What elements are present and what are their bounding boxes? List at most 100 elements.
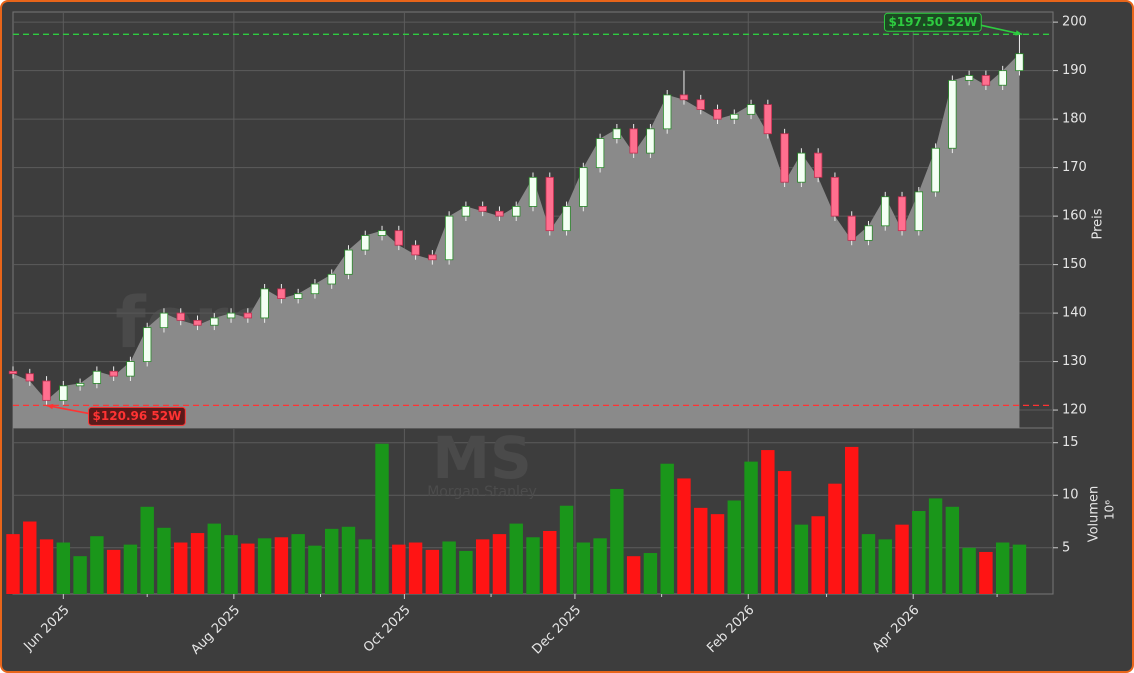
candle-body — [948, 79, 957, 149]
label-box — [883, 12, 982, 32]
volume-bar — [861, 534, 876, 594]
volume-bar — [90, 536, 104, 594]
volume-bar — [509, 523, 523, 594]
volume-bar — [341, 526, 356, 594]
volume-bar — [375, 443, 389, 594]
volume-bar — [358, 539, 372, 594]
x-tick-label: Oct 2025 — [361, 603, 414, 656]
candle-body — [931, 147, 940, 193]
y-tick-label: 5 — [1062, 540, 1070, 555]
scale-label: 10⁶ — [1103, 500, 1117, 520]
y-tick-label: 140 — [1062, 306, 1087, 321]
y-tick-label: 150 — [1062, 257, 1087, 272]
y-tick-label: 160 — [1062, 209, 1087, 224]
candle-body — [964, 75, 974, 81]
level-label: $197.50 52W — [888, 15, 977, 29]
volume-bar — [744, 461, 758, 594]
volume-bar — [274, 537, 289, 594]
volume-bar — [56, 542, 71, 594]
candle-body — [646, 128, 655, 154]
y-tick-label: 130 — [1062, 354, 1087, 369]
volume-bar — [241, 543, 255, 594]
candle-body — [411, 244, 420, 256]
candle-body — [193, 319, 202, 326]
candle-body — [143, 327, 152, 362]
volume-bar — [123, 544, 138, 594]
volume-bar — [928, 498, 943, 594]
candle-body — [461, 206, 471, 217]
x-tick-label: Aug 2025 — [188, 603, 243, 658]
volume-bar — [459, 550, 473, 594]
volume-bar — [475, 539, 490, 594]
candle-body — [92, 370, 102, 384]
candle-body — [629, 128, 638, 154]
y-tick-label: 180 — [1062, 112, 1087, 127]
candle-body — [780, 133, 789, 183]
candle-body — [226, 312, 236, 319]
candle-body — [327, 273, 336, 285]
volume-bar — [308, 545, 322, 594]
candle-body — [444, 215, 454, 261]
volume-bar — [1012, 544, 1027, 594]
y-tick-label: 10 — [1062, 488, 1079, 503]
volume-bar — [425, 549, 440, 594]
volume-bar — [224, 535, 238, 594]
candle-body — [679, 94, 689, 101]
y-axis-label: Volumen — [1087, 486, 1102, 543]
candle-body — [847, 215, 856, 241]
y-tick-label: 170 — [1062, 160, 1087, 175]
volume-bar — [207, 523, 221, 594]
volume-bar — [106, 549, 121, 594]
candle-body — [159, 312, 169, 329]
volume-bar — [694, 507, 708, 594]
x-tick-label: Apr 2026 — [870, 603, 923, 656]
y-tick-label: 200 — [1062, 15, 1087, 30]
volume-bar — [811, 516, 825, 594]
volume-bar — [995, 542, 1010, 594]
volume-bar — [626, 556, 641, 594]
candle-body — [763, 104, 773, 135]
candle-body — [8, 370, 18, 375]
volume-bar — [576, 542, 591, 594]
candle-body — [310, 283, 320, 295]
arrow-head — [46, 403, 54, 410]
candle-body — [730, 113, 739, 120]
volume-bar — [291, 534, 305, 594]
volume-bar — [408, 542, 423, 594]
candle-body — [394, 230, 403, 246]
level-label: $120.96 52W — [93, 409, 182, 423]
volume-bar — [979, 551, 993, 594]
volume-bar — [492, 534, 507, 594]
label-arrow — [46, 404, 89, 415]
x-tick-label: Jun 2025 — [21, 603, 73, 655]
candle-body — [813, 152, 823, 178]
volume-bar — [190, 533, 205, 594]
volume-bar — [140, 506, 154, 594]
candle-body — [478, 206, 487, 212]
candle-body — [830, 176, 840, 217]
watermark-name: Morgan Stanley — [427, 484, 537, 500]
candle-body — [998, 70, 1007, 86]
volume-bar — [257, 538, 272, 594]
candle-body — [210, 317, 219, 326]
candle-body — [897, 196, 907, 232]
candle-body — [293, 293, 303, 299]
volume-bar — [174, 542, 188, 594]
watermark-symbol: MS — [432, 424, 532, 492]
candle-body — [176, 312, 185, 321]
y-tick-label: 120 — [1062, 403, 1087, 418]
volume-bar — [895, 524, 909, 594]
candle-body — [528, 176, 538, 207]
candle-body — [260, 288, 269, 319]
label-arrow — [981, 24, 1023, 36]
volume-bar — [23, 521, 37, 594]
volume-bar — [828, 483, 842, 594]
volume-bar — [543, 530, 557, 594]
volume-bar — [660, 463, 674, 594]
volume-bar — [559, 505, 574, 594]
candle-body — [981, 75, 991, 86]
volume-bar — [6, 534, 20, 594]
candle-body — [696, 99, 705, 110]
arrow-head — [1015, 30, 1023, 36]
volume-bar — [593, 538, 607, 594]
